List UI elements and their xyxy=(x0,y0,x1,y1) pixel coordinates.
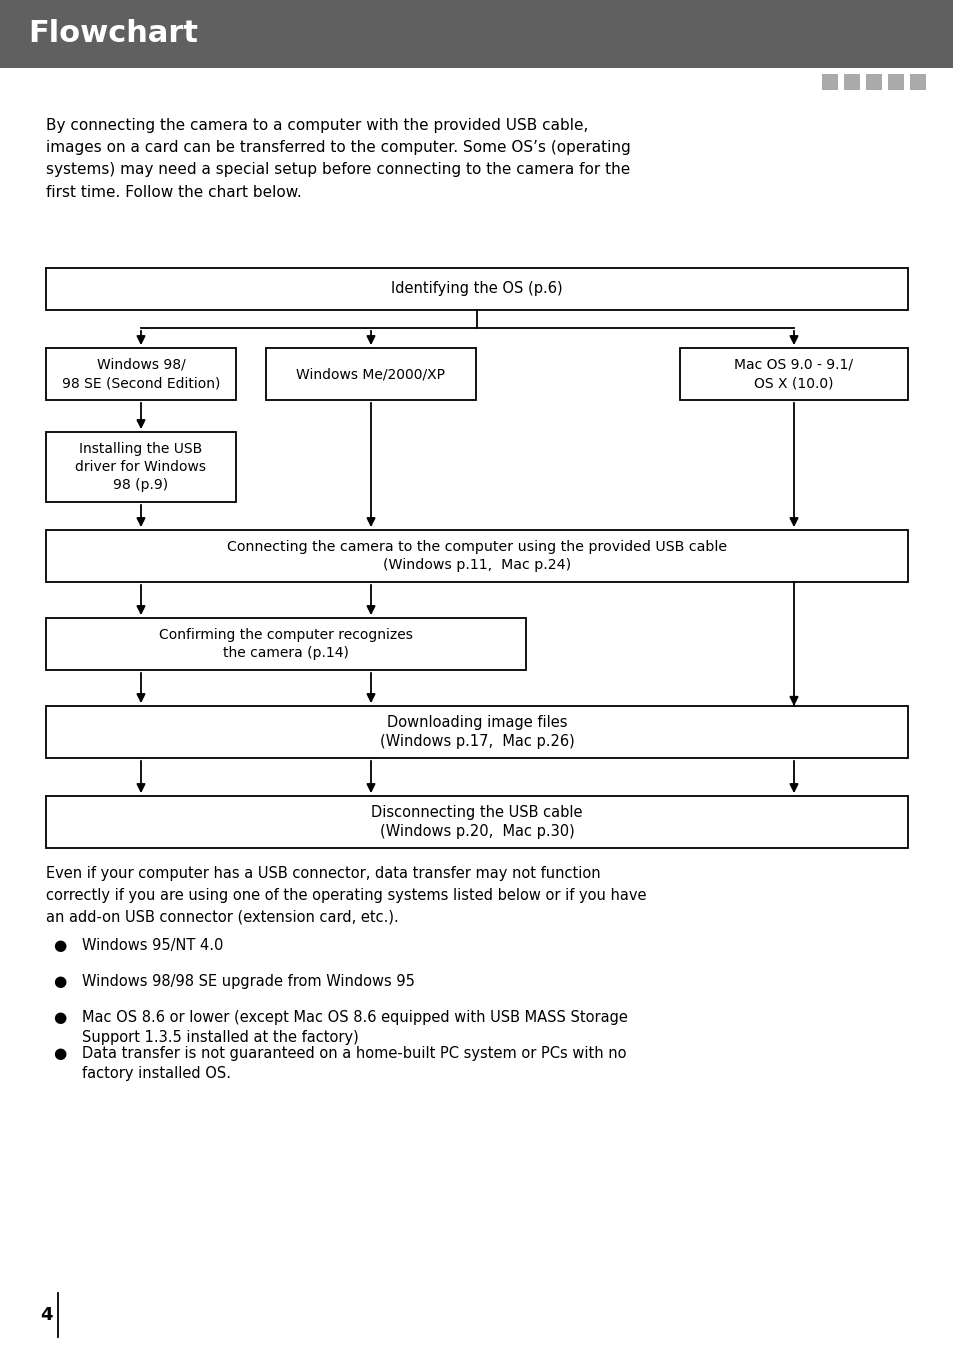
Text: Connecting the camera to the computer using the provided USB cable
(Windows p.11: Connecting the camera to the computer us… xyxy=(227,539,726,572)
Text: Windows 95/NT 4.0: Windows 95/NT 4.0 xyxy=(82,937,223,954)
Bar xyxy=(0,69,953,95)
Bar xyxy=(46,706,907,759)
Text: Windows 98/98 SE upgrade from Windows 95: Windows 98/98 SE upgrade from Windows 95 xyxy=(82,974,415,989)
Text: Windows 98/
98 SE (Second Edition): Windows 98/ 98 SE (Second Edition) xyxy=(62,358,220,390)
Text: Mac OS 8.6 or lower (except Mac OS 8.6 equipped with USB MASS Storage
Support 1.: Mac OS 8.6 or lower (except Mac OS 8.6 e… xyxy=(82,1010,627,1045)
Text: 4: 4 xyxy=(40,1306,52,1323)
Bar xyxy=(46,432,235,502)
Bar xyxy=(909,74,925,90)
Bar xyxy=(46,348,235,399)
Bar xyxy=(46,530,907,582)
Bar xyxy=(0,0,953,69)
Bar xyxy=(865,74,882,90)
Bar xyxy=(46,796,907,847)
Text: Windows Me/2000/XP: Windows Me/2000/XP xyxy=(296,367,445,381)
Text: Mac OS 9.0 - 9.1/
OS X (10.0): Mac OS 9.0 - 9.1/ OS X (10.0) xyxy=(734,358,853,390)
Bar xyxy=(46,268,907,309)
Bar xyxy=(887,74,903,90)
Text: Confirming the computer recognizes
the camera (p.14): Confirming the computer recognizes the c… xyxy=(159,628,413,660)
Text: ●: ● xyxy=(53,937,67,954)
Text: Flowchart: Flowchart xyxy=(28,19,198,48)
Text: ●: ● xyxy=(53,1010,67,1025)
Text: ●: ● xyxy=(53,1046,67,1061)
Text: ●: ● xyxy=(53,974,67,989)
Text: Downloading image files
(Windows p.17,  Mac p.26): Downloading image files (Windows p.17, M… xyxy=(379,714,574,749)
Bar xyxy=(46,617,525,670)
Text: Even if your computer has a USB connector, data transfer may not function
correc: Even if your computer has a USB connecto… xyxy=(46,866,646,924)
Text: Identifying the OS (p.6): Identifying the OS (p.6) xyxy=(391,281,562,296)
Text: Installing the USB
driver for Windows
98 (p.9): Installing the USB driver for Windows 98… xyxy=(75,441,206,492)
Text: Disconnecting the USB cable
(Windows p.20,  Mac p.30): Disconnecting the USB cable (Windows p.2… xyxy=(371,804,582,839)
Bar xyxy=(679,348,907,399)
Bar xyxy=(843,74,859,90)
Text: Data transfer is not guaranteed on a home-built PC system or PCs with no
factory: Data transfer is not guaranteed on a hom… xyxy=(82,1046,626,1081)
Text: By connecting the camera to a computer with the provided USB cable,
images on a : By connecting the camera to a computer w… xyxy=(46,118,630,199)
Bar xyxy=(266,348,476,399)
Bar xyxy=(821,74,837,90)
